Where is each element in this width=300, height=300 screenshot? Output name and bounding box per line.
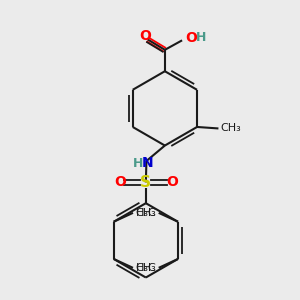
- Text: O: O: [114, 176, 126, 189]
- Text: S: S: [140, 175, 151, 190]
- Text: O: O: [166, 176, 178, 189]
- Text: O: O: [139, 29, 151, 43]
- Text: CH₃: CH₃: [135, 208, 156, 218]
- Text: CH₃: CH₃: [221, 124, 242, 134]
- Text: H₃C: H₃C: [136, 263, 156, 273]
- Text: H: H: [133, 158, 143, 170]
- Text: O: O: [185, 31, 197, 45]
- Text: H₃C: H₃C: [136, 208, 156, 218]
- Text: N: N: [142, 156, 154, 170]
- Text: H: H: [196, 31, 206, 44]
- Text: CH₃: CH₃: [135, 263, 156, 273]
